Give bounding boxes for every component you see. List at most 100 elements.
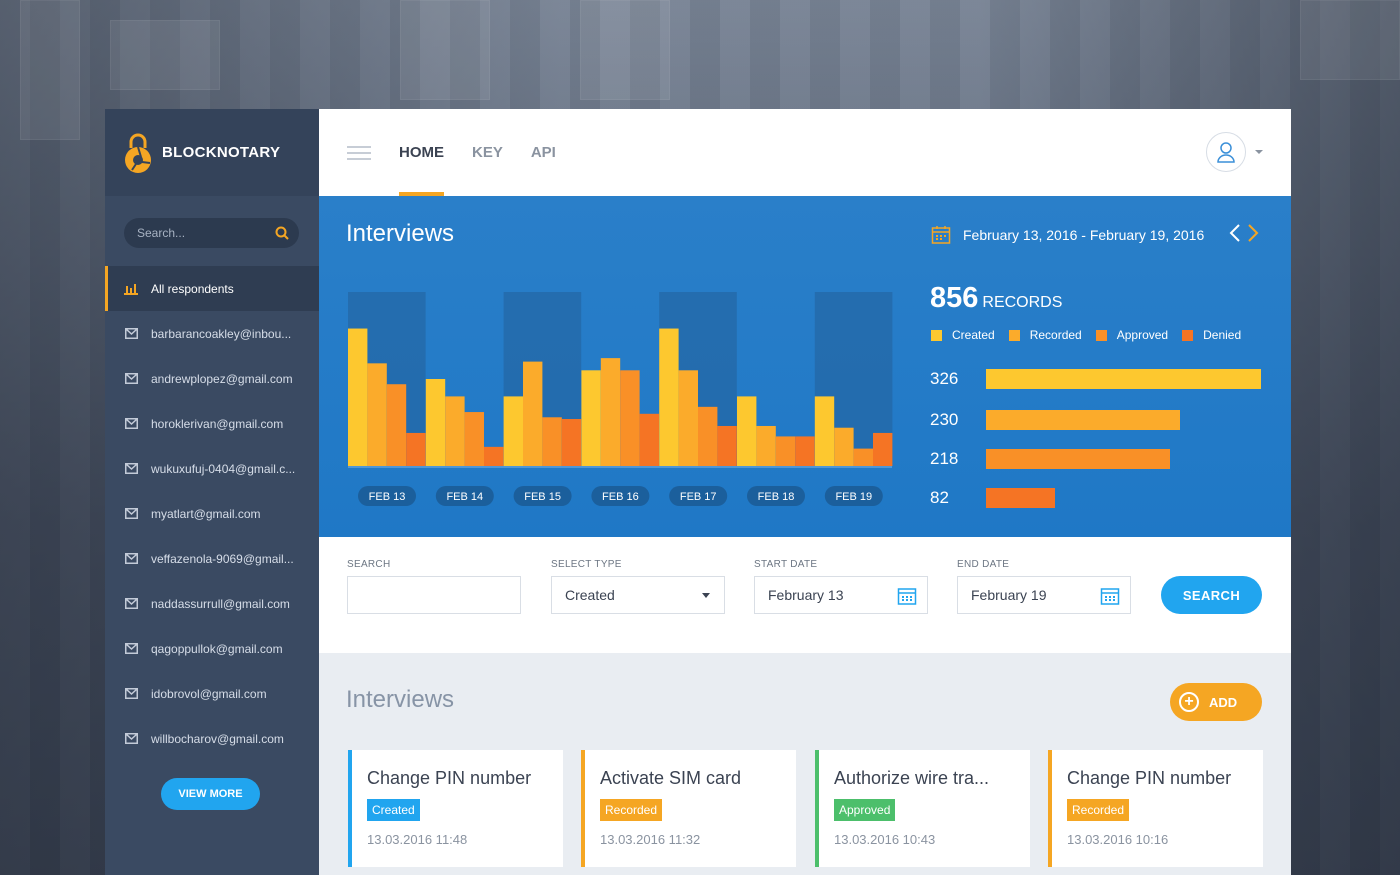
bar[interactable] bbox=[406, 432, 426, 466]
menu-icon[interactable] bbox=[347, 146, 371, 160]
interview-card[interactable]: Activate SIM card Recorded 13.03.2016 11:3… bbox=[581, 750, 796, 867]
sidebar-item-label: barbarancoakley@inbou... bbox=[151, 326, 292, 341]
bar[interactable] bbox=[542, 417, 562, 466]
tick-label: FEB 18 bbox=[758, 491, 795, 503]
bar[interactable] bbox=[814, 396, 835, 466]
card-title: Change PIN number bbox=[367, 768, 532, 788]
sidebar-item-label: willbocharov@gmail.com bbox=[151, 731, 284, 746]
type-select[interactable]: Created bbox=[551, 576, 725, 614]
panel-title: Interviews bbox=[346, 220, 455, 247]
total-row: 230 bbox=[930, 410, 1180, 430]
sidebar-item[interactable]: willbocharov@gmail.com bbox=[105, 716, 319, 761]
sidebar-item[interactable]: horoklerivan@gmail.com bbox=[105, 401, 319, 446]
sidebar: BLOCKNOTARY Search... All respondents bar… bbox=[105, 109, 319, 875]
chevron-down-icon[interactable] bbox=[1255, 150, 1263, 154]
sidebar-item[interactable]: naddassurrull@gmail.com bbox=[105, 581, 319, 626]
bar[interactable] bbox=[581, 370, 601, 466]
mail-icon bbox=[124, 328, 138, 340]
chart-legend: Created Recorded Approved Denied bbox=[931, 328, 1241, 342]
card-date: 13.03.2016 11:48 bbox=[367, 832, 468, 847]
bar-chart-icon bbox=[124, 283, 138, 295]
chevron-right-icon[interactable] bbox=[1247, 223, 1259, 243]
nav-tab-key[interactable]: KEY bbox=[472, 144, 503, 161]
mail-icon bbox=[124, 643, 138, 655]
calendar-icon[interactable] bbox=[1100, 586, 1120, 606]
bar[interactable] bbox=[659, 328, 679, 466]
sidebar-item[interactable]: idobrovol@gmail.com bbox=[105, 671, 319, 716]
total-bar bbox=[986, 369, 1261, 389]
nav-tab-home[interactable]: HOME bbox=[399, 109, 444, 196]
sidebar-list: All respondents barbarancoakley@inbou... a… bbox=[105, 266, 319, 761]
search-field[interactable] bbox=[347, 576, 521, 614]
nav-tab-api[interactable]: API bbox=[530, 144, 556, 161]
end-date-field[interactable]: February 19 bbox=[957, 576, 1131, 614]
bar[interactable] bbox=[717, 425, 737, 466]
bar[interactable] bbox=[678, 370, 698, 466]
card-date: 13.03.2016 10:16 bbox=[1067, 832, 1169, 847]
bar[interactable] bbox=[484, 446, 504, 466]
mail-icon bbox=[124, 733, 138, 745]
bar[interactable] bbox=[561, 419, 582, 466]
bar[interactable] bbox=[600, 358, 621, 466]
chevron-left-icon[interactable] bbox=[1229, 223, 1241, 243]
bar[interactable] bbox=[795, 436, 815, 466]
sidebar-item[interactable]: andrewplopez@gmail.com bbox=[105, 356, 319, 401]
bar[interactable] bbox=[737, 396, 757, 466]
sidebar-item[interactable]: wukuxufuj-0404@gmail.c... bbox=[105, 446, 319, 491]
brand[interactable]: BLOCKNOTARY bbox=[105, 109, 319, 196]
search-button[interactable]: SEARCH bbox=[1161, 576, 1262, 614]
sidebar-item[interactable]: All respondents bbox=[105, 266, 319, 311]
start-date-field[interactable]: February 13 bbox=[754, 576, 928, 614]
bar[interactable] bbox=[853, 448, 873, 466]
tick-pill bbox=[513, 486, 572, 506]
interview-card[interactable]: Authorize wire tra... Approved 13.03.2016 … bbox=[815, 750, 1030, 867]
search-label: SEARCH bbox=[347, 559, 391, 570]
bar[interactable] bbox=[503, 396, 523, 466]
bar[interactable] bbox=[756, 425, 776, 466]
date-range: February 13, 2016 - February 19, 2016 bbox=[963, 227, 1205, 243]
interview-card[interactable]: Change PIN number Recorded 13.03.2016 10:1… bbox=[1048, 750, 1263, 867]
search-icon[interactable] bbox=[275, 226, 289, 240]
mail-icon bbox=[124, 598, 138, 610]
bar[interactable] bbox=[523, 361, 543, 466]
avatar[interactable] bbox=[1206, 132, 1246, 172]
lock-logo-icon bbox=[125, 133, 151, 173]
card-accent bbox=[815, 750, 819, 867]
sidebar-item[interactable]: qagoppullok@gmail.com bbox=[105, 626, 319, 671]
bar[interactable] bbox=[386, 384, 407, 466]
sidebar-item[interactable]: barbarancoakley@inbou... bbox=[105, 311, 319, 356]
mail-icon bbox=[124, 508, 138, 520]
status-badge: Recorded bbox=[1067, 799, 1130, 821]
calendar-icon[interactable] bbox=[931, 225, 951, 245]
end-date-label: END DATE bbox=[957, 559, 1010, 570]
bar[interactable] bbox=[367, 363, 387, 466]
bar[interactable] bbox=[620, 370, 640, 466]
view-more-button[interactable]: VIEW MORE bbox=[161, 778, 260, 810]
bar[interactable] bbox=[348, 328, 368, 466]
status-badge: Approved bbox=[834, 799, 896, 821]
legend-swatch bbox=[1095, 329, 1107, 341]
sidebar-item[interactable]: myatlart@gmail.com bbox=[105, 491, 319, 536]
bar[interactable] bbox=[873, 432, 893, 466]
tick-pill bbox=[435, 486, 494, 506]
bar[interactable] bbox=[698, 406, 718, 466]
top-nav: HOME KEY API bbox=[399, 109, 584, 196]
start-date-value: February 13 bbox=[768, 587, 844, 603]
bar[interactable] bbox=[834, 427, 854, 466]
legend-item: Created bbox=[931, 328, 995, 342]
bar[interactable] bbox=[464, 412, 484, 466]
card-date: 13.03.2016 11:32 bbox=[600, 832, 701, 847]
add-button[interactable]: + ADD bbox=[1170, 683, 1262, 721]
legend-item: Approved bbox=[1095, 328, 1168, 342]
calendar-icon[interactable] bbox=[897, 586, 917, 606]
interview-card[interactable]: Change PIN number Created 13.03.2016 11:48 bbox=[348, 750, 563, 867]
bar[interactable] bbox=[775, 436, 796, 466]
sidebar-item[interactable]: veffazenola-9069@gmail... bbox=[105, 536, 319, 581]
sidebar-search-input[interactable]: Search... bbox=[124, 218, 299, 248]
legend-swatch bbox=[1008, 329, 1020, 341]
bar[interactable] bbox=[425, 379, 446, 466]
bar[interactable] bbox=[639, 413, 659, 466]
total-bar bbox=[986, 410, 1180, 430]
tick-pill bbox=[824, 486, 883, 506]
bar[interactable] bbox=[445, 396, 465, 466]
